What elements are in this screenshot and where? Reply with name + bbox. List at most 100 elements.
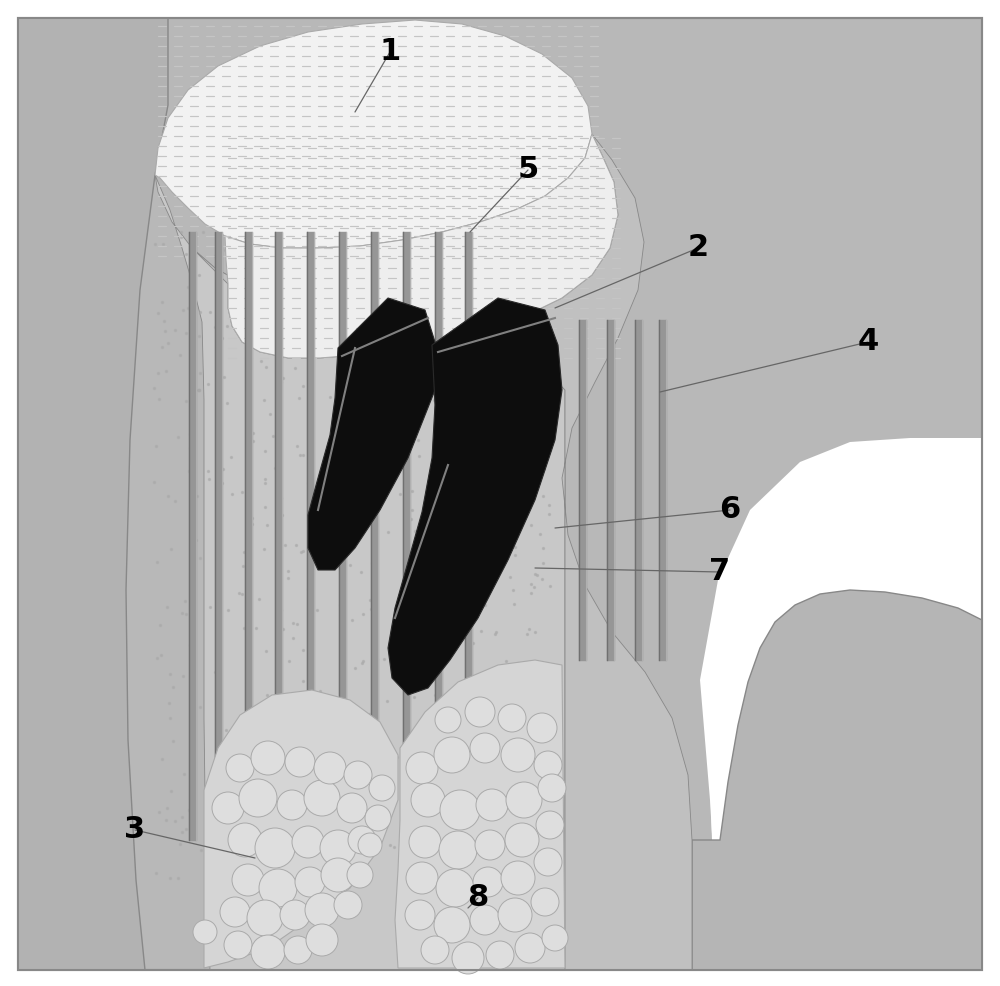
Point — [364, 555, 380, 571]
Point — [151, 804, 167, 819]
Point — [234, 484, 250, 500]
Point — [375, 482, 391, 498]
Point — [389, 748, 405, 764]
Point — [455, 310, 471, 325]
Point — [446, 278, 462, 294]
Circle shape — [347, 862, 373, 888]
Point — [146, 474, 162, 490]
Point — [218, 230, 234, 246]
Point — [301, 751, 317, 767]
Point — [542, 578, 558, 594]
Point — [348, 332, 364, 348]
Point — [455, 551, 471, 567]
Point — [411, 449, 427, 464]
Point — [344, 352, 360, 368]
Point — [289, 438, 305, 454]
Circle shape — [212, 792, 244, 824]
Point — [355, 653, 371, 669]
Point — [403, 512, 419, 528]
Point — [468, 330, 484, 346]
Circle shape — [277, 790, 307, 820]
Point — [399, 789, 415, 805]
Point — [173, 229, 189, 245]
Point — [438, 262, 454, 278]
Point — [300, 724, 316, 740]
Point — [505, 802, 521, 817]
Point — [407, 524, 423, 539]
Point — [425, 564, 441, 580]
Point — [526, 579, 542, 595]
Point — [343, 465, 359, 481]
Point — [343, 525, 359, 540]
Point — [427, 372, 443, 387]
Point — [379, 817, 395, 833]
Point — [502, 297, 518, 313]
Point — [216, 370, 232, 386]
Point — [519, 347, 535, 363]
Point — [180, 301, 196, 317]
Point — [292, 768, 308, 784]
Point — [267, 773, 283, 789]
Point — [280, 563, 296, 579]
Polygon shape — [18, 18, 982, 970]
Point — [491, 705, 507, 721]
Circle shape — [470, 905, 500, 935]
Point — [369, 651, 385, 667]
Point — [160, 335, 176, 351]
Point — [162, 667, 178, 682]
Point — [331, 451, 347, 466]
Point — [344, 612, 360, 628]
Point — [200, 376, 216, 391]
Point — [470, 266, 486, 282]
Point — [289, 615, 305, 631]
Point — [334, 313, 350, 328]
Point — [435, 791, 451, 807]
Point — [242, 297, 258, 313]
Point — [321, 862, 337, 878]
Point — [516, 478, 532, 494]
Point — [535, 555, 551, 571]
Point — [349, 270, 365, 286]
Point — [319, 846, 335, 862]
Point — [281, 751, 297, 767]
Point — [456, 775, 472, 791]
Point — [519, 626, 535, 642]
Point — [267, 460, 283, 476]
Point — [241, 335, 257, 351]
Point — [172, 836, 188, 852]
Point — [410, 580, 426, 596]
Point — [532, 226, 548, 242]
Point — [385, 749, 401, 765]
Point — [244, 511, 260, 527]
Point — [532, 810, 548, 826]
Point — [429, 290, 445, 306]
Circle shape — [369, 775, 395, 801]
Point — [256, 541, 272, 557]
Point — [158, 363, 174, 379]
Point — [362, 593, 378, 608]
Point — [493, 296, 509, 312]
Point — [448, 268, 464, 284]
Point — [265, 428, 281, 444]
Point — [335, 650, 351, 666]
Point — [365, 714, 381, 730]
Point — [523, 585, 539, 600]
Point — [202, 599, 218, 615]
Point — [257, 444, 273, 459]
Point — [533, 720, 549, 736]
Point — [401, 612, 417, 628]
Point — [276, 838, 292, 854]
Polygon shape — [395, 660, 565, 968]
Point — [148, 866, 164, 881]
Point — [544, 386, 560, 401]
Point — [180, 279, 196, 295]
Circle shape — [498, 704, 526, 732]
Point — [309, 348, 325, 364]
Point — [406, 689, 422, 705]
Point — [274, 823, 290, 839]
Circle shape — [284, 936, 312, 964]
Point — [316, 456, 332, 471]
Point — [401, 297, 417, 313]
Point — [390, 603, 406, 619]
Circle shape — [285, 747, 315, 777]
